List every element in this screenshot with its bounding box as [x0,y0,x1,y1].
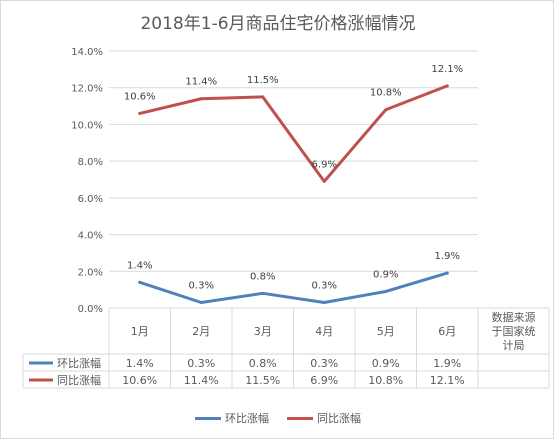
y-tick-label: 12.0% [71,84,103,95]
table-series-name: 环比涨幅 [57,357,101,370]
data-point [384,108,388,112]
series-line [138,271,449,304]
data-point [138,280,142,284]
data-point [445,84,449,88]
source-note: 数据来源 [492,310,536,324]
table-cell-value: 0.9% [372,357,400,370]
table-cell-value: 1.4% [126,357,154,370]
legend-item: 同比涨幅 [287,410,361,426]
legend-label: 环比涨幅 [225,412,269,425]
y-tick-label: 10.0% [71,120,103,131]
table-cell-value: 10.6% [122,374,157,387]
data-label: 12.1% [431,64,463,75]
data-label: 1.4% [127,260,152,271]
table-cell-value: 0.8% [249,357,277,370]
data-point [322,179,326,183]
y-tick-label: 4.0% [78,231,103,242]
data-label: 1.9% [435,251,460,262]
data-point [384,289,388,293]
data-point [138,111,142,115]
table-cell-value: 6.9% [310,374,338,387]
legend-swatch [195,416,221,420]
data-point [261,291,265,295]
x-category-label: 1月 [131,325,149,338]
data-label: 0.3% [312,280,337,291]
data-label: 10.8% [370,88,402,99]
table-cell-value: 11.4% [184,374,219,387]
y-tick-label: 14.0% [71,47,103,58]
chart-legend: 环比涨幅 同比涨幅 [1,409,554,427]
source-note: 计局 [503,339,525,352]
legend-swatch [287,416,313,420]
y-tick-label: 8.0% [78,157,103,168]
data-label: 0.3% [189,280,214,291]
data-label: 0.8% [250,271,275,282]
data-point [322,300,326,304]
x-category-label: 4月 [315,325,333,338]
data-label: 10.6% [124,91,156,102]
source-note: 于国家统 [492,324,536,338]
table-series-name: 同比涨幅 [57,374,101,387]
table-cell-value: 0.3% [187,357,215,370]
table-cell-value: 12.1% [430,374,465,387]
legend-item: 环比涨幅 [195,410,269,426]
y-tick-label: 0.0% [78,304,103,315]
legend-label: 同比涨幅 [317,412,361,425]
data-label: 6.9% [312,159,337,170]
table-cell-value: 11.5% [245,374,280,387]
chart-title: 2018年1-6月商品住宅价格涨幅情况 [140,14,416,34]
y-tick-label: 2.0% [78,267,103,278]
table-cell-value: 1.9% [433,357,461,370]
data-point [261,95,265,99]
table-cell-value: 0.3% [310,357,338,370]
y-tick-label: 6.0% [78,194,103,205]
x-category-label: 3月 [254,325,272,338]
data-point [445,271,449,275]
x-category-label: 5月 [377,325,395,338]
data-label: 11.4% [185,77,217,88]
table-cell-value: 10.8% [368,374,403,387]
data-label: 11.5% [247,75,279,86]
series-line [138,84,449,183]
x-category-label: 6月 [438,325,456,338]
data-point [199,97,203,101]
data-label: 0.9% [373,269,398,280]
x-category-label: 2月 [192,325,210,338]
data-point [199,300,203,304]
